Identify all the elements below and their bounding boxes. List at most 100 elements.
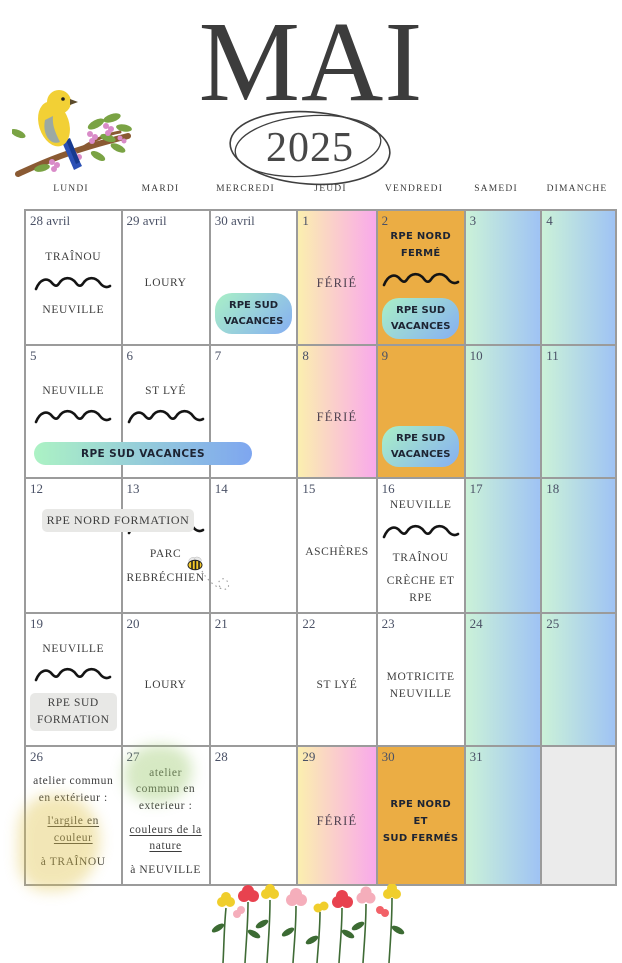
date-number: 22 xyxy=(302,616,316,632)
event-label: atelier commun en exterieur : xyxy=(135,766,196,813)
calendar-grid: RPE SUD VACANCES RPE NORD FORMATION 28 a… xyxy=(18,209,617,891)
weekday-jeudi: JEUDI xyxy=(314,184,347,194)
event-label: LOURY xyxy=(144,679,187,692)
calendar-cell-21: 21 xyxy=(210,614,297,746)
calendar-cell-2: 2 RPE NORD FERMÉ RPE SUD VACANCES xyxy=(377,211,464,345)
calendar-cell-27: 27 atelier commun en exterieur : couleurs … xyxy=(122,747,209,884)
sketch-oval-inner xyxy=(234,114,382,178)
squiggle-icon xyxy=(34,406,112,428)
date-number: 17 xyxy=(469,481,483,497)
date-number: 1 xyxy=(302,213,309,228)
calendar-cell-12: 12 xyxy=(26,479,121,613)
date-number: 12 xyxy=(30,481,43,497)
date-number: 30 avril xyxy=(214,213,255,228)
month-title: MAI xyxy=(198,0,424,125)
date-number: 14 xyxy=(214,481,228,497)
squiggle-icon xyxy=(127,406,205,428)
weekday-mercredi: MERCREDI xyxy=(216,184,275,194)
weekday-lundi: LUNDI xyxy=(53,184,89,194)
calendar-cell-23: 23 MOTRICITE NEUVILLE xyxy=(377,614,464,746)
bee-icon xyxy=(184,555,248,601)
event-label: LOURY xyxy=(144,277,187,290)
flower-heads xyxy=(217,883,401,918)
calendar-cell-17: 17 xyxy=(465,479,541,613)
holiday-label: FÉRIÉ xyxy=(316,410,358,425)
date-number: 16 xyxy=(381,481,395,497)
date-number: 18 xyxy=(546,481,560,497)
date-number: 5 xyxy=(30,348,37,364)
event-label: CRÈCHE ET RPE xyxy=(386,575,455,605)
event-label: NEUVILLE xyxy=(42,642,105,655)
holiday-label: FÉRIÉ xyxy=(316,814,358,829)
date-number: 31 xyxy=(469,749,483,765)
date-number: 29 avril xyxy=(126,213,167,228)
rpe-sud-vacances-badge: RPE SUD VACANCES xyxy=(381,298,460,340)
date-number: 4 xyxy=(546,213,553,228)
workshop-title-underlined: couleurs de la nature xyxy=(129,823,202,853)
calendar-cell-blank xyxy=(542,747,615,884)
calendar-cell-8: 8 FÉRIÉ xyxy=(298,346,376,478)
calendar-cell-10: 10 xyxy=(465,346,541,478)
calendar-cell-24: 24 xyxy=(465,614,541,746)
weekday-dimanche: DIMANCHE xyxy=(546,184,608,194)
calendar-cell-30: 30 RPE NORD ET SUD FERMÉS xyxy=(377,747,464,884)
squiggle-icon xyxy=(382,269,460,291)
date-number: 25 xyxy=(546,616,560,632)
sketch-oval-outer xyxy=(229,110,391,186)
event-label: ST LYÉ xyxy=(145,384,187,397)
calendar-cell-13: 13 PARC REBRÉCHIEN xyxy=(122,479,209,613)
event-label: NEUVILLE xyxy=(389,499,452,512)
squiggle-icon xyxy=(382,521,460,543)
date-number: 3 xyxy=(469,213,477,228)
weekday-mardi: MARDI xyxy=(141,184,180,194)
date-number: 30 xyxy=(381,749,395,765)
rpe-sud-vacances-badge: RPE SUD VACANCES xyxy=(381,426,460,468)
event-label: TRAÎNOU xyxy=(392,551,449,564)
event-label: à TRAÎNOU xyxy=(40,855,106,868)
workshop-title-underlined: l'argile en couleur xyxy=(47,815,100,845)
formation-highlight: RPE SUD FORMATION xyxy=(30,693,117,731)
event-label: à NEUVILLE xyxy=(130,864,202,877)
date-number: 20 xyxy=(126,616,140,632)
date-number: 2 xyxy=(381,213,389,228)
calendar-cell-22: 22 ST LYÉ xyxy=(298,614,376,746)
calendar-cell-20: 20 LOURY xyxy=(122,614,209,746)
calendar-cell-18: 18 xyxy=(542,479,615,613)
date-number: 9 xyxy=(381,348,389,364)
calendar-cell-29: 29 FÉRIÉ xyxy=(298,747,376,884)
bird-body xyxy=(38,90,82,170)
calendar-cell-19: 19 NEUVILLE RPE SUD FORMATION xyxy=(26,614,121,746)
flowers-illustration xyxy=(208,883,418,963)
green-watercolor-blob xyxy=(124,745,192,803)
calendar-cell-29-avril: 29 avril LOURY xyxy=(122,211,209,345)
calendar-cell-14: 14 xyxy=(210,479,297,613)
event-label: MOTRICITE NEUVILLE xyxy=(386,671,455,700)
year-badge: 2025 xyxy=(224,104,396,190)
calendar-cell-4: 4 xyxy=(542,211,615,345)
calendar-cell-28: 28 xyxy=(210,747,297,884)
bird-illustration xyxy=(10,76,134,180)
date-number: 21 xyxy=(214,616,228,632)
event-label: NEUVILLE xyxy=(42,303,105,316)
date-number: 10 xyxy=(469,348,483,364)
leaves xyxy=(10,113,132,172)
holiday-label: FÉRIÉ xyxy=(316,276,358,291)
date-number: 26 xyxy=(30,749,43,765)
weekday-samedi: SAMEDI xyxy=(474,184,518,194)
calendar-cell-25: 25 xyxy=(542,614,615,746)
squiggle-icon xyxy=(34,664,112,686)
calendar-cell-31: 31 xyxy=(465,747,541,884)
date-number: 6 xyxy=(126,348,134,364)
date-number: 28 avril xyxy=(30,213,71,228)
calendar-cell-9: 9 RPE SUD VACANCES xyxy=(377,346,464,478)
calendar-cell-1: 1 FÉRIÉ xyxy=(298,211,376,345)
date-number: 11 xyxy=(546,348,559,364)
date-number: 29 xyxy=(302,749,316,765)
date-number: 7 xyxy=(214,348,222,364)
calendar-cell-26: 26 atelier commun en extérieur : l'argile … xyxy=(26,747,121,884)
event-label: ASCHÈRES xyxy=(305,545,369,558)
yellow-watercolor-blob xyxy=(18,795,100,891)
event-label: ST LYÉ xyxy=(316,679,358,692)
date-number: 28 xyxy=(214,749,228,765)
date-number: 19 xyxy=(30,616,43,632)
